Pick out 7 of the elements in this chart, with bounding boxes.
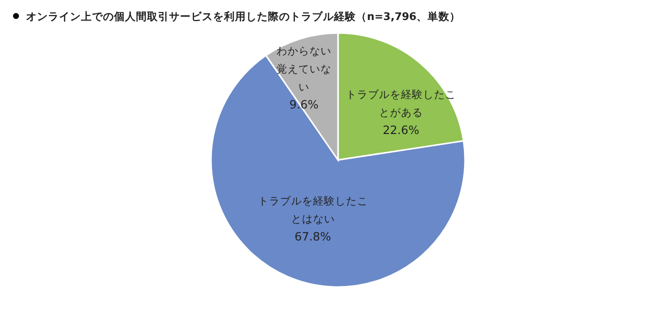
slice-label: トラブルを経験したことはない — [258, 194, 368, 226]
slice-label: トラブルを経験したことがある — [346, 88, 456, 119]
slice-label: わからない覚えていない — [276, 46, 332, 94]
data-label: 9.6% — [289, 98, 319, 112]
data-label: 67.8% — [294, 229, 332, 244]
chart-title: オンライン上での個人間取引サービスを利用した際のトラブル経験（n=3,796、単数） — [26, 10, 460, 23]
data-label: 22.6% — [382, 122, 420, 137]
